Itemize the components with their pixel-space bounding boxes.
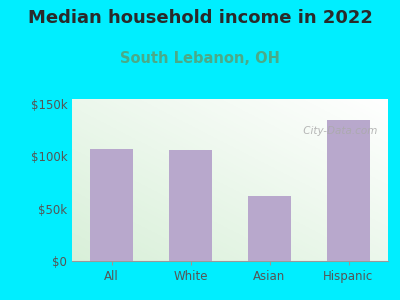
Bar — [169, 150, 212, 261]
Bar — [90, 149, 133, 261]
Bar — [248, 196, 291, 261]
Text: South Lebanon, OH: South Lebanon, OH — [120, 51, 280, 66]
Text: Median household income in 2022: Median household income in 2022 — [28, 9, 372, 27]
Text: City-Data.com: City-Data.com — [300, 126, 377, 136]
Bar — [327, 120, 370, 261]
